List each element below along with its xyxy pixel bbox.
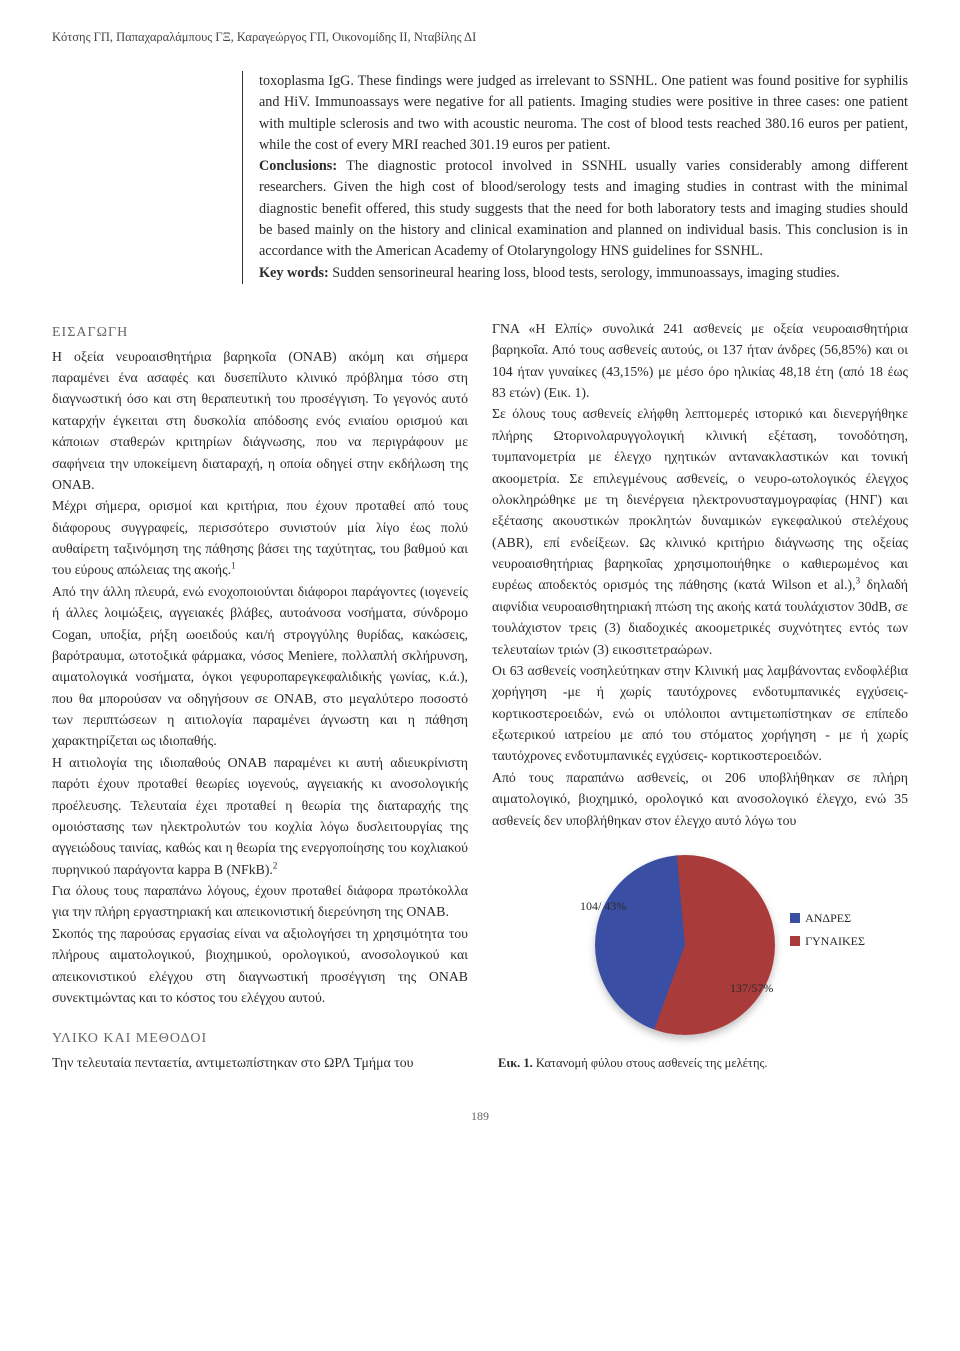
para: Σκοπός της παρούσας εργασίας είναι να αξ…: [52, 923, 468, 1009]
figure-caption-text: Κατανομή φύλου στους ασθενείς της μελέτη…: [533, 1056, 768, 1070]
para: Για όλους τους παραπάνω λόγους, έχουν πρ…: [52, 880, 468, 923]
citation-sup: 2: [273, 860, 278, 870]
para-text: Η αιτιολογία της ιδιοπαθούς ΟΝΑΒ παραμέν…: [52, 755, 468, 877]
para: Μέχρι σήμερα, ορισμοί και κριτήρια, που …: [52, 495, 468, 581]
page-number: 189: [52, 1109, 908, 1124]
para: Η αιτιολογία της ιδιοπαθούς ΟΝΑΒ παραμέν…: [52, 752, 468, 880]
figure-caption-lead: Εικ. 1.: [498, 1056, 533, 1070]
legend-item: ΑΝΔΡΕΣ: [790, 909, 865, 928]
legend-label: ΓΥΝΑΙΚΕΣ: [805, 932, 865, 951]
pie-graphic: [595, 855, 775, 1035]
section-head-methods: ΥΛΙΚΟ ΚΑΙ ΜΕΘΟΔΟΙ: [52, 1028, 468, 1050]
citation-sup: 1: [231, 561, 236, 571]
author-line: Κότσης ΓΠ, Παπαχαραλάμπους ΓΞ, Καραγεώργ…: [52, 30, 908, 45]
figure-1: 104/ 43% 137/57% ΑΝΔΡΕΣ ΓΥΝΑΙΚΕΣ Εικ. 1.…: [492, 849, 908, 1073]
abstract-body: toxoplasma IgG. These findings were judg…: [259, 73, 908, 153]
conclusions-lead: Conclusions:: [259, 158, 337, 174]
legend-swatch: [790, 913, 800, 923]
pie-chart: 104/ 43% 137/57% ΑΝΔΡΕΣ ΓΥΝΑΙΚΕΣ: [535, 849, 865, 1044]
legend-item: ΓΥΝΑΙΚΕΣ: [790, 932, 865, 951]
pie-slice-label-2: 137/57%: [730, 979, 773, 998]
figure-caption: Εικ. 1. Κατανομή φύλου στους ασθενείς τη…: [492, 1054, 908, 1073]
right-column: ΓΝΑ «Η Ελπίς» συνολικά 241 ασθενείς με ο…: [492, 318, 908, 1073]
abstract-block: toxoplasma IgG. These findings were judg…: [242, 71, 908, 284]
para: Οι 63 ασθενείς νοσηλεύτηκαν στην Κλινική…: [492, 660, 908, 767]
section-head-intro: ΕΙΣΑΓΩΓΗ: [52, 322, 468, 344]
legend-swatch: [790, 936, 800, 946]
para: Η οξεία νευροαισθητήρια βαρηκοΐα (ΟΝΑΒ) …: [52, 346, 468, 496]
para: Από την άλλη πλευρά, ενώ ενοχοποιούνται …: [52, 581, 468, 752]
left-column: ΕΙΣΑΓΩΓΗ Η οξεία νευροαισθητήρια βαρηκοΐ…: [52, 318, 468, 1073]
para: Την τελευταία πενταετία, αντιμετωπίστηκα…: [52, 1052, 468, 1073]
para: Από τους παραπάνω ασθενείς, οι 206 υποβλ…: [492, 767, 908, 831]
para: Σε όλους τους ασθενείς ελήφθη λεπτομερές…: [492, 403, 908, 660]
pie-legend: ΑΝΔΡΕΣ ΓΥΝΑΙΚΕΣ: [790, 909, 865, 954]
legend-label: ΑΝΔΡΕΣ: [805, 909, 851, 928]
pie-slice-label-1: 104/ 43%: [580, 897, 626, 916]
keywords-text: Sudden sensorineural hearing loss, blood…: [329, 265, 840, 281]
para-text: Μέχρι σήμερα, ορισμοί και κριτήρια, που …: [52, 498, 468, 577]
body-columns: ΕΙΣΑΓΩΓΗ Η οξεία νευροαισθητήρια βαρηκοΐ…: [52, 318, 908, 1073]
keywords-lead: Key words:: [259, 265, 329, 281]
para: ΓΝΑ «Η Ελπίς» συνολικά 241 ασθενείς με ο…: [492, 318, 908, 404]
para-text: Σε όλους τους ασθενείς ελήφθη λεπτομερές…: [492, 406, 908, 592]
conclusions-text: The diagnostic protocol involved in SSNH…: [259, 158, 908, 259]
